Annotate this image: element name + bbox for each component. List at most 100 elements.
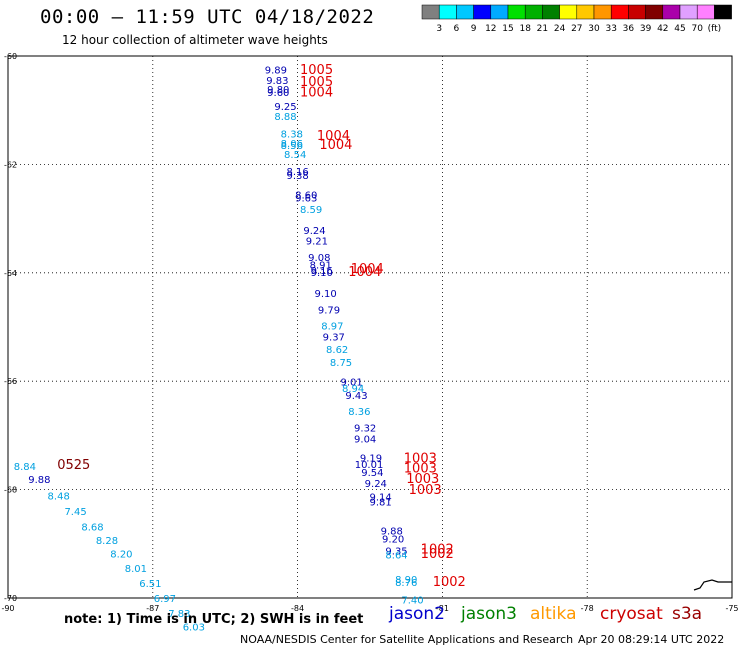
- wave-height-label: 9.83: [266, 76, 288, 87]
- track-time-label: 1003: [404, 452, 437, 467]
- wave-height-label: 9.89: [265, 65, 287, 76]
- wave-height-label: 8.56: [281, 141, 303, 152]
- track-time-label: 1005: [300, 75, 333, 90]
- wave-height-label: 8.01: [125, 564, 147, 575]
- color-scale-label: 12: [485, 24, 496, 34]
- color-scale-label: 21: [537, 24, 548, 34]
- wave-height-label: 9.79: [318, 305, 340, 316]
- wave-height-label: 6.03: [183, 623, 205, 634]
- track-time-label: 1004: [348, 265, 381, 280]
- chart-title: 00:00 – 11:59 UTC 04/18/2022: [40, 6, 375, 28]
- wave-height-label: 9.16: [311, 266, 333, 277]
- color-scale-label: 9: [471, 24, 477, 34]
- color-scale-label: 70: [691, 24, 703, 34]
- x-tick-label: -75: [725, 604, 738, 613]
- color-swatch: [714, 4, 732, 20]
- wave-height-label: 9.43: [345, 391, 367, 402]
- wave-height-label: 9.37: [323, 333, 345, 344]
- wave-height-label: 8.62: [326, 345, 348, 356]
- wave-height-label: 8.68: [81, 522, 103, 533]
- track-time-label: 1002: [421, 543, 454, 558]
- wave-height-label: 9.60: [267, 88, 289, 99]
- wave-height-label: 8.64: [385, 550, 407, 561]
- wave-height-label: 9.81: [369, 497, 391, 508]
- track-time-label: 1002: [433, 575, 466, 590]
- wave-height-label: 6.97: [154, 594, 176, 605]
- wave-height-label: 8.88: [274, 112, 296, 123]
- wave-height-label: 8.60: [295, 191, 317, 202]
- x-tick-label: -84: [291, 604, 304, 613]
- y-tick-label: -60: [4, 52, 17, 61]
- wave-height-label: 9.20: [382, 535, 404, 546]
- wave-height-label: 8.90: [395, 575, 417, 586]
- wave-height-label: 9.24: [365, 479, 387, 490]
- color-scale-label: 15: [502, 24, 513, 34]
- legend-item-s3a: s3a: [672, 604, 703, 624]
- wave-height-label: 9.38: [286, 171, 308, 182]
- color-scale-bar: 3 6 9 12 15 18 21 24 27 30 33 36 39 42 45 70 (ft): [421, 4, 732, 34]
- wave-height-label: 9.54: [361, 468, 383, 479]
- wave-height-label: 9.25: [274, 102, 296, 113]
- plot-frame: [7, 55, 733, 599]
- generation-timestamp: Apr 20 08:29:14 UTC 2022: [578, 633, 725, 646]
- wave-height-label: 7.40: [401, 595, 423, 606]
- wave-height-label: 9.63: [295, 193, 317, 204]
- wave-height-label: 8.36: [348, 407, 370, 418]
- wave-height-label: 9.04: [354, 434, 376, 445]
- wave-height-label: 9.10: [314, 289, 336, 300]
- wave-height-label: 8.94: [342, 384, 364, 395]
- wave-height-label: 8.16: [286, 167, 308, 178]
- color-scale-label: 18: [519, 24, 531, 34]
- track-time-label: 1004: [317, 129, 350, 144]
- track-time-label: 0525: [57, 458, 90, 473]
- x-tick-label: -81: [436, 604, 449, 613]
- color-scale-label: 30: [588, 24, 600, 34]
- wave-height-label: 8.06: [281, 139, 303, 150]
- chart-subtitle: 12 hour collection of altimeter wave hei…: [62, 33, 328, 47]
- track-time-label: 1003: [404, 461, 437, 476]
- wave-height-label: 9.19: [360, 453, 382, 464]
- wave-height-label: 8.84: [14, 462, 36, 473]
- wave-height-label: 8.76: [395, 578, 417, 589]
- color-scale-label: (ft): [708, 24, 722, 34]
- y-tick-label: -70: [4, 594, 17, 603]
- color-scale-label: 36: [623, 24, 635, 34]
- wave-height-label: 9.35: [385, 547, 407, 558]
- legend-item-altika: altika: [530, 604, 577, 624]
- wave-height-label: 8.54: [284, 150, 306, 161]
- wave-height-label: 9.32: [354, 424, 376, 435]
- y-tick-label: -64: [4, 269, 17, 278]
- wave-height-label: 8.20: [110, 549, 132, 560]
- color-scale-label: 27: [571, 24, 582, 34]
- legend-item-cryosat: cryosat: [600, 604, 663, 624]
- wave-height-label: 6.51: [139, 579, 161, 590]
- track-time-label: 1002: [421, 547, 454, 562]
- track-time-label: 1005: [300, 63, 333, 78]
- color-scale-label: 39: [640, 24, 652, 34]
- wave-height-label: 9.08: [308, 253, 330, 264]
- wave-height-label: 8.48: [48, 491, 70, 502]
- wave-height-label: 9.24: [303, 226, 325, 237]
- track-time-label: 1003: [409, 483, 442, 498]
- color-scale-label: 45: [674, 24, 685, 34]
- wave-height-label: 8.75: [330, 358, 352, 369]
- y-tick-label: -62: [4, 160, 17, 169]
- color-scale-label: 24: [554, 24, 566, 34]
- coastline: [693, 579, 732, 591]
- credit-line: NOAA/NESDIS Center for Satellite Applica…: [240, 633, 574, 646]
- wave-height-label: 8.97: [321, 322, 343, 333]
- wave-height-label: 9.21: [306, 237, 328, 248]
- y-tick-label: -66: [4, 377, 17, 386]
- y-tick-label: -68: [4, 486, 17, 495]
- x-tick-label: -78: [581, 604, 594, 613]
- wave-height-label: 8.38: [281, 129, 303, 140]
- wave-height-label: 9.88: [381, 527, 403, 538]
- wave-height-label: 7.83: [168, 609, 190, 620]
- track-time-label: 1003: [406, 472, 439, 487]
- wave-height-label: 10.01: [355, 460, 384, 471]
- track-time-label: 1004: [300, 86, 333, 101]
- wave-height-label: 9.10: [311, 268, 333, 279]
- wave-height-label: 8.28: [96, 536, 118, 547]
- x-tick-label: -90: [1, 604, 14, 613]
- color-scale-label: 33: [605, 24, 616, 34]
